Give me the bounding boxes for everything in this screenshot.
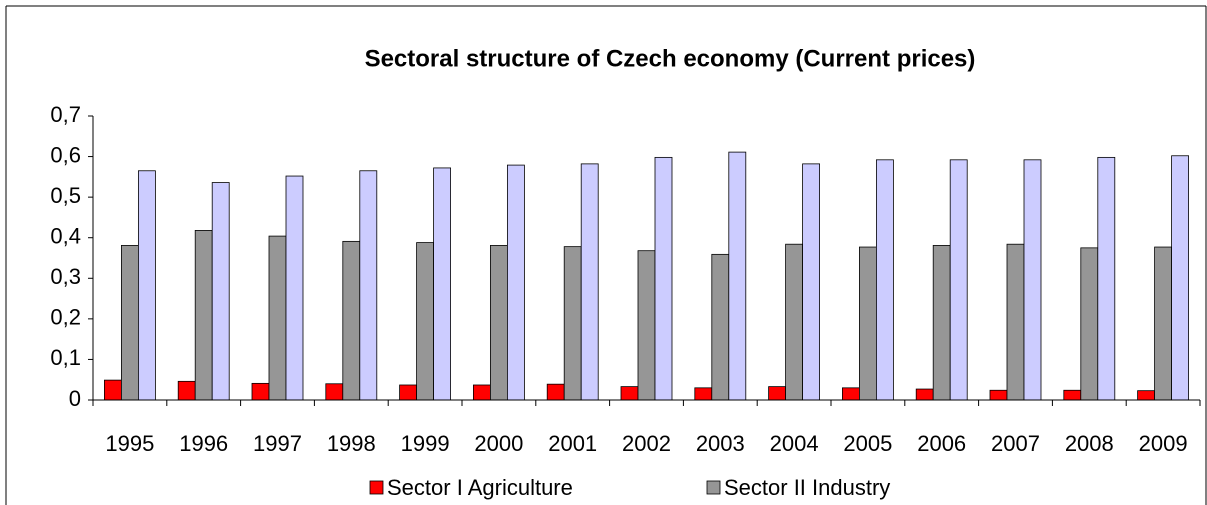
bar	[1023, 159, 1042, 401]
bar	[211, 182, 230, 401]
bar	[637, 250, 656, 401]
legend-label: Sector II Industry	[724, 475, 890, 500]
bar	[285, 175, 304, 401]
bar	[785, 243, 803, 401]
bar	[506, 164, 525, 401]
bar	[620, 386, 639, 401]
y-tick-label: 0	[69, 386, 81, 411]
x-tick-label: 2004	[770, 431, 819, 456]
bar	[1063, 389, 1082, 401]
x-tick-label: 2009	[1139, 431, 1188, 456]
bar	[342, 240, 361, 401]
bar	[325, 383, 344, 401]
bar	[1080, 247, 1099, 401]
bar	[563, 246, 582, 401]
bar	[177, 380, 196, 401]
bar	[932, 245, 951, 401]
bar	[416, 242, 435, 401]
bar	[989, 389, 1008, 401]
bar	[859, 246, 877, 401]
bar	[546, 383, 565, 401]
x-tick-label: 2002	[622, 431, 671, 456]
y-tick-label: 0,3	[50, 264, 81, 289]
x-tick-label: 2000	[474, 431, 523, 456]
chart-title: Sectoral structure of Czech economy (Cur…	[365, 45, 976, 72]
y-tick-label: 0,2	[50, 305, 81, 330]
x-tick-label: 2006	[917, 431, 966, 456]
bar	[1006, 243, 1025, 401]
x-tick-label: 2005	[843, 431, 892, 456]
legend-swatch	[369, 480, 384, 495]
bar	[1154, 246, 1172, 401]
bar	[268, 235, 287, 401]
bar	[915, 388, 934, 401]
bar	[694, 387, 713, 401]
x-tick-label: 1995	[105, 431, 154, 456]
bar	[489, 245, 508, 401]
bar	[580, 163, 599, 401]
bar	[876, 159, 894, 401]
bar	[654, 156, 673, 401]
x-tick-label: 2003	[696, 431, 745, 456]
bar	[137, 170, 156, 401]
x-tick-label: 1998	[327, 431, 376, 456]
bar	[768, 386, 786, 401]
y-tick-label: 0,4	[50, 224, 81, 249]
bar	[1097, 156, 1116, 401]
bar	[433, 167, 452, 401]
bar	[194, 230, 213, 401]
bar	[842, 387, 860, 401]
bar	[472, 384, 491, 401]
bar	[949, 159, 968, 401]
bar	[1137, 390, 1155, 401]
bar	[802, 163, 820, 401]
bar	[104, 379, 122, 401]
x-tick-label: 1999	[401, 431, 450, 456]
x-tick-label: 2008	[1065, 431, 1114, 456]
bar	[251, 382, 270, 401]
bar	[728, 151, 747, 401]
x-tick-label: 1997	[253, 431, 302, 456]
legend-swatch	[706, 480, 721, 495]
legend-label: Sector I Agriculture	[387, 475, 573, 500]
x-tick-label: 2007	[991, 431, 1040, 456]
x-tick-label: 2001	[548, 431, 597, 456]
bar	[399, 384, 418, 401]
y-tick-label: 0,5	[50, 183, 81, 208]
bar	[711, 253, 730, 401]
x-tick-label: 1996	[179, 431, 228, 456]
bar	[359, 170, 378, 401]
bar	[1171, 155, 1189, 401]
y-tick-label: 0,1	[50, 345, 81, 370]
y-tick-label: 0,6	[50, 142, 81, 167]
bar	[121, 245, 139, 401]
y-tick-label: 0,7	[50, 102, 81, 127]
